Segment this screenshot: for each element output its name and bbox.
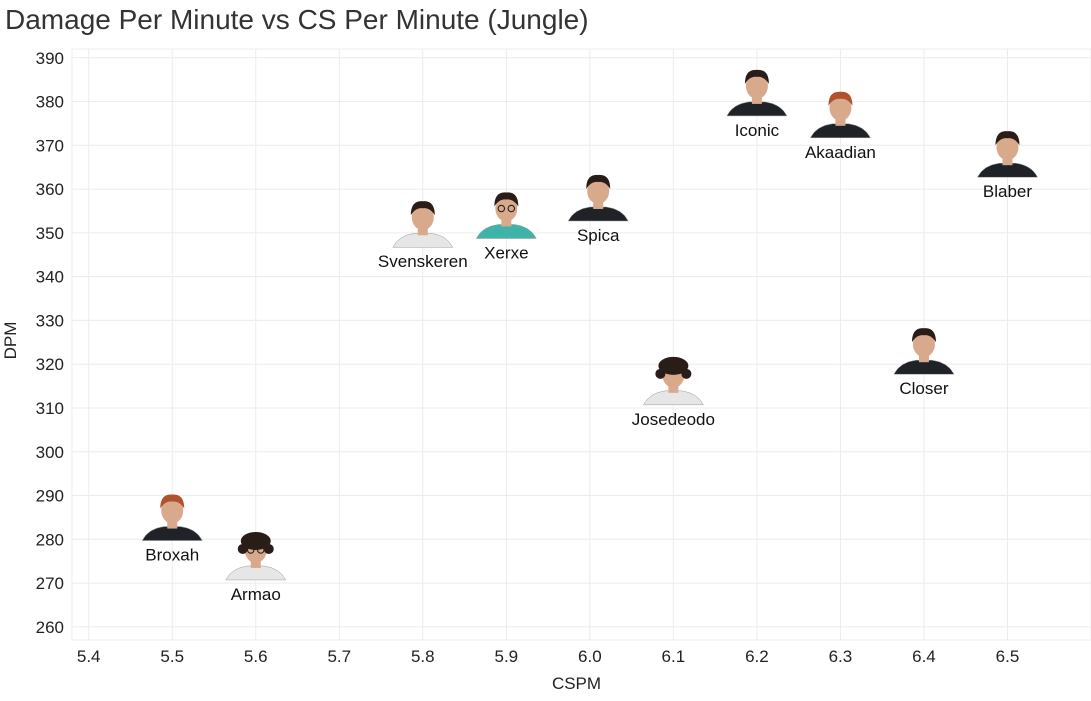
- player-photo-marker: [225, 531, 287, 581]
- x-axis-label: CSPM: [552, 674, 601, 693]
- chart-title: Damage Per Minute vs CS Per Minute (Jung…: [5, 4, 589, 35]
- y-tick-label: 350: [36, 224, 64, 243]
- y-tick-label: 310: [36, 399, 64, 418]
- player-name-label: Broxah: [145, 546, 199, 565]
- y-tick-labels: 260 270 280 290 300 310 320 330 340 350 360 370 380 3…: [36, 49, 64, 637]
- y-tick-label: 340: [36, 268, 64, 287]
- player-photo-marker: [977, 131, 1038, 178]
- plot-frame: [71, 48, 1091, 641]
- player-point: Closer: [893, 328, 955, 398]
- y-axis-label: DPM: [1, 322, 20, 360]
- player-name-label: Josedeodo: [632, 410, 715, 429]
- x-tick-label: 6.1: [662, 647, 686, 666]
- player-photo-marker: [475, 192, 537, 239]
- player-point: Armao: [225, 531, 287, 604]
- y-tick-label: 300: [36, 443, 64, 462]
- player-point: Blaber: [977, 131, 1038, 201]
- x-tick-label: 5.5: [160, 647, 184, 666]
- data-points: Iconic Akaadian Blaber Spica Xerxe Svenskeren…: [141, 69, 1038, 604]
- player-name-label: Spica: [577, 226, 620, 245]
- y-tick-label: 330: [36, 311, 64, 330]
- player-photo-marker: [893, 328, 955, 375]
- x-tick-label: 5.9: [495, 647, 519, 666]
- player-name-label: Blaber: [983, 182, 1032, 201]
- player-point: Iconic: [726, 69, 788, 140]
- x-tick-label: 6.0: [578, 647, 602, 666]
- player-photo-marker: [392, 201, 454, 248]
- player-point: Broxah: [141, 494, 203, 565]
- gridlines: [71, 48, 1091, 641]
- player-point: Josedeodo: [632, 356, 715, 429]
- x-tick-label: 6.4: [912, 647, 936, 666]
- y-tick-label: 260: [36, 618, 64, 637]
- x-tick-label: 5.8: [411, 647, 435, 666]
- y-tick-label: 390: [36, 49, 64, 68]
- player-name-label: Closer: [899, 379, 948, 398]
- x-tick-label: 5.6: [244, 647, 268, 666]
- player-name-label: Svenskeren: [378, 252, 468, 271]
- player-point: Akaadian: [805, 91, 876, 162]
- player-photo-marker: [141, 494, 203, 541]
- x-tick-label: 6.2: [745, 647, 769, 666]
- player-photo-marker: [726, 69, 788, 117]
- y-tick-label: 370: [36, 136, 64, 155]
- player-name-label: Iconic: [735, 121, 780, 140]
- player-photo-marker: [810, 91, 871, 139]
- player-name-label: Akaadian: [805, 143, 876, 162]
- x-tick-label: 5.4: [77, 647, 101, 666]
- y-tick-label: 290: [36, 487, 64, 506]
- y-tick-label: 280: [36, 530, 64, 549]
- y-tick-label: 320: [36, 355, 64, 374]
- player-point: Xerxe: [475, 192, 537, 262]
- x-tick-label: 6.3: [829, 647, 853, 666]
- x-tick-labels: 5.4 5.5 5.6 5.7 5.8 5.9 6.0 6.1 6.2 6.3 6.4 6.5: [77, 647, 1019, 666]
- y-tick-label: 380: [36, 93, 64, 112]
- player-photo-marker: [642, 356, 704, 406]
- y-tick-label: 270: [36, 574, 64, 593]
- player-point: Spica: [567, 174, 629, 245]
- x-tick-label: 6.5: [996, 647, 1020, 666]
- player-photo-marker: [567, 174, 629, 222]
- x-tick-label: 5.7: [327, 647, 351, 666]
- y-tick-label: 360: [36, 180, 64, 199]
- player-name-label: Armao: [231, 585, 281, 604]
- player-point: Svenskeren: [378, 201, 468, 271]
- player-name-label: Xerxe: [484, 243, 528, 262]
